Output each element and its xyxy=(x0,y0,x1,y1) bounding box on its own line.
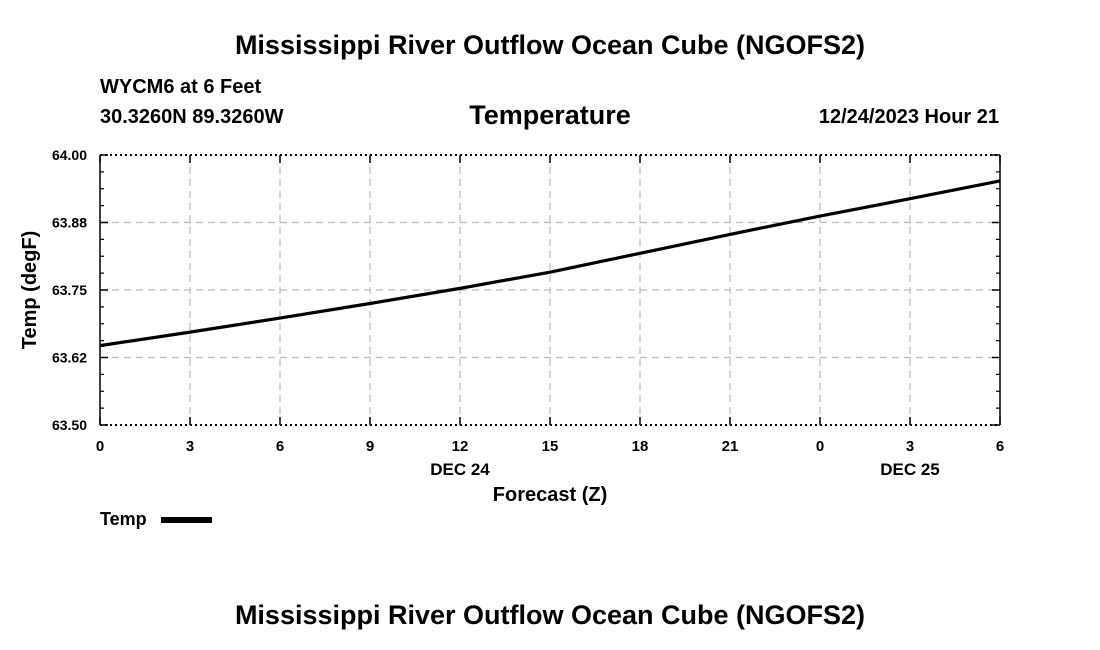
main-title: Mississippi River Outflow Ocean Cube (NG… xyxy=(234,30,866,60)
x-tick-label: 15 xyxy=(542,438,559,455)
x-tick-label: 0 xyxy=(96,438,104,455)
x-axis-title: Forecast (Z) xyxy=(493,484,607,506)
coordinates-label: 30.3260N 89.3260W xyxy=(100,106,284,128)
y-tick-label: 63.88 xyxy=(52,215,87,231)
grid-layer xyxy=(100,155,1000,425)
x-date-label: DEC 25 xyxy=(880,460,940,479)
x-tick-label: 21 xyxy=(722,438,739,455)
x-tick-label: 12 xyxy=(452,438,469,455)
x-tick-label: 18 xyxy=(632,438,649,455)
x-tick-label: 3 xyxy=(186,438,194,455)
chart-title: Temperature xyxy=(469,100,631,130)
y-tick-label: 63.75 xyxy=(52,282,87,298)
y-axis-title: Temp (degF) xyxy=(19,231,41,350)
footer-title: Mississippi River Outflow Ocean Cube (NG… xyxy=(234,600,866,630)
datetime-label: 12/24/2023 Hour 21 xyxy=(818,106,999,128)
y-tick-label: 63.62 xyxy=(52,350,87,366)
station-label: WYCM6 at 6 Feet xyxy=(100,76,262,98)
x-tick-label: 3 xyxy=(906,438,914,455)
line-layer xyxy=(99,179,1001,348)
y-tick-label: 64.00 xyxy=(52,147,87,163)
x-date-label: DEC 24 xyxy=(430,460,490,479)
x-tick-label: 6 xyxy=(276,438,284,455)
y-tick-label: 63.50 xyxy=(52,417,87,433)
legend-swatch xyxy=(161,517,212,523)
x-tick-label: 6 xyxy=(996,438,1004,455)
x-tick-label: 9 xyxy=(366,438,374,455)
legend-label: Temp xyxy=(100,509,147,529)
axis-layer xyxy=(99,154,1001,426)
label-layer: 0 3 6 9 12 15 18 21 0 3 6 DEC 24 DEC 25 63.50 63.62 63.… xyxy=(19,147,1004,506)
x-tick-label: 0 xyxy=(816,438,824,455)
